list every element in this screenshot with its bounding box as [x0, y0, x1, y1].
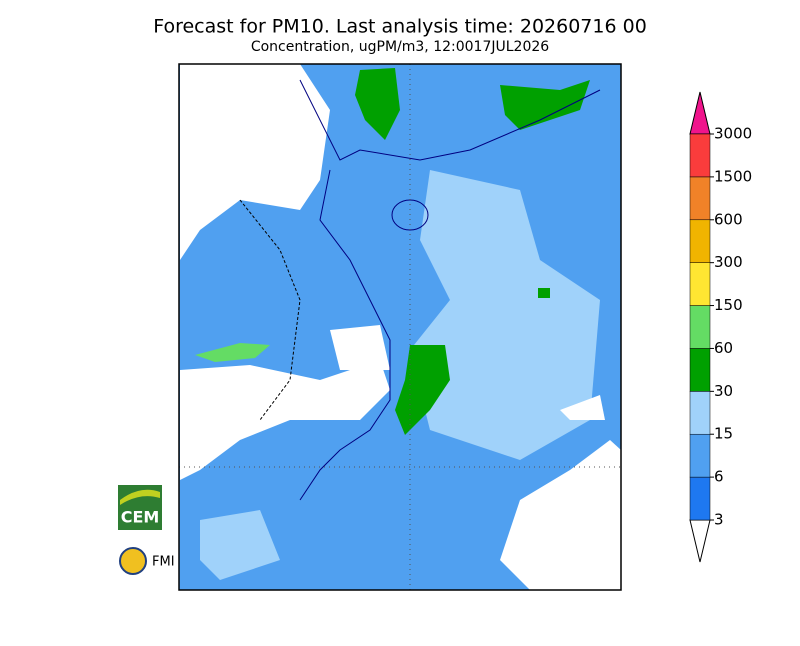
field-low: [330, 325, 390, 370]
colorbar-label: 300: [714, 253, 743, 271]
logo-cem-swoosh: [120, 489, 160, 505]
colorbar-box: [689, 219, 711, 263]
colorbar-box: [689, 176, 711, 221]
map-frame: [178, 63, 622, 591]
colorbar-label: 30: [714, 382, 733, 400]
colorbar-box: [689, 348, 711, 392]
field-mid: [195, 343, 270, 362]
border: [239, 199, 301, 421]
coastline: [299, 169, 391, 501]
field-light: [200, 510, 280, 580]
field-low: [180, 360, 390, 480]
colorbar-box: [689, 391, 711, 435]
colorbar-label: 6: [714, 468, 724, 486]
colorbar-label: 600: [714, 210, 743, 228]
colorbar-box: [689, 133, 711, 178]
colorbar-box: [689, 305, 711, 349]
logo-fmi: FMI: [152, 555, 175, 570]
logo-cem: CEM: [121, 508, 160, 527]
logos: CEM FMI: [118, 485, 175, 575]
colorbar-label: 1500: [714, 167, 752, 185]
colorbar-label: 3000: [714, 125, 752, 143]
colorbar-box: [689, 476, 711, 521]
field-high: [500, 80, 590, 130]
logo-fmi-globe: [119, 547, 147, 575]
colorbar-label: 60: [714, 339, 733, 357]
field-high: [355, 68, 400, 140]
field-light: [410, 170, 600, 460]
colorbar-box: [689, 433, 711, 478]
map: [178, 63, 622, 591]
field-low: [200, 100, 310, 200]
coastline: [299, 79, 601, 161]
subtitle: Concentration, ugPM/m3, 12:0017JUL2026: [251, 39, 549, 55]
field-low: [560, 395, 605, 420]
colorbar-label: 15: [714, 425, 733, 443]
colorbar-box: [689, 262, 711, 306]
colorbar-label: 150: [714, 296, 743, 314]
colorbar: 3 6 15 30 60 150 300 600 1500 3000: [689, 91, 752, 563]
colorbar-label: 3: [714, 511, 724, 529]
field-low: [500, 440, 621, 590]
field-high: [538, 288, 550, 298]
title: Forecast for PM10. Last analysis time: 2…: [153, 16, 647, 38]
field-high: [395, 345, 450, 435]
